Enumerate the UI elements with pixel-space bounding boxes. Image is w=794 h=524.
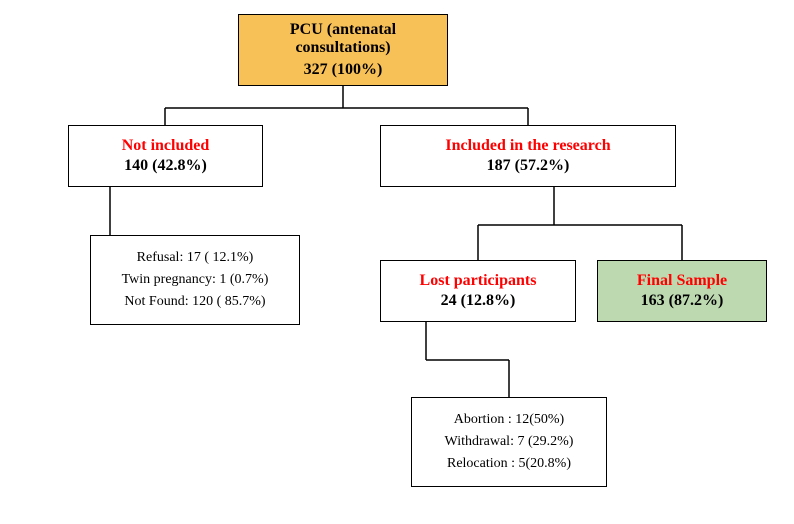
node-included-title: Included in the research xyxy=(445,137,610,155)
node-final-title: Final Sample xyxy=(637,272,727,290)
node-lost: Lost participants 24 (12.8%) xyxy=(380,260,576,322)
node-not-included-value: 140 (42.8%) xyxy=(124,157,207,175)
node-not-included-title: Not included xyxy=(122,137,210,155)
node-lost-title: Lost participants xyxy=(420,272,537,290)
detail-withdrawal: Withdrawal: 7 (29.2%) xyxy=(445,434,574,450)
node-lost-value: 24 (12.8%) xyxy=(441,292,516,310)
node-root-value: 327 (100%) xyxy=(304,61,383,79)
node-lost-details: Abortion : 12(50%) Withdrawal: 7 (29.2%)… xyxy=(411,397,607,487)
node-root-title: PCU (antenatal consultations) xyxy=(247,21,439,58)
node-not-included-details: Refusal: 17 ( 12.1%) Twin pregnancy: 1 (… xyxy=(90,235,300,325)
node-not-included: Not included 140 (42.8%) xyxy=(68,125,263,187)
node-included: Included in the research 187 (57.2%) xyxy=(380,125,676,187)
node-final: Final Sample 163 (87.2%) xyxy=(597,260,767,322)
detail-refusal: Refusal: 17 ( 12.1%) xyxy=(137,250,254,266)
node-final-value: 163 (87.2%) xyxy=(641,292,724,310)
detail-not-found: Not Found: 120 ( 85.7%) xyxy=(124,294,265,310)
node-included-value: 187 (57.2%) xyxy=(487,157,570,175)
detail-relocation: Relocation : 5(20.8%) xyxy=(447,456,571,472)
node-root: PCU (antenatal consultations) 327 (100%) xyxy=(238,14,448,86)
detail-twin: Twin pregnancy: 1 (0.7%) xyxy=(122,272,269,288)
detail-abortion: Abortion : 12(50%) xyxy=(454,412,564,428)
